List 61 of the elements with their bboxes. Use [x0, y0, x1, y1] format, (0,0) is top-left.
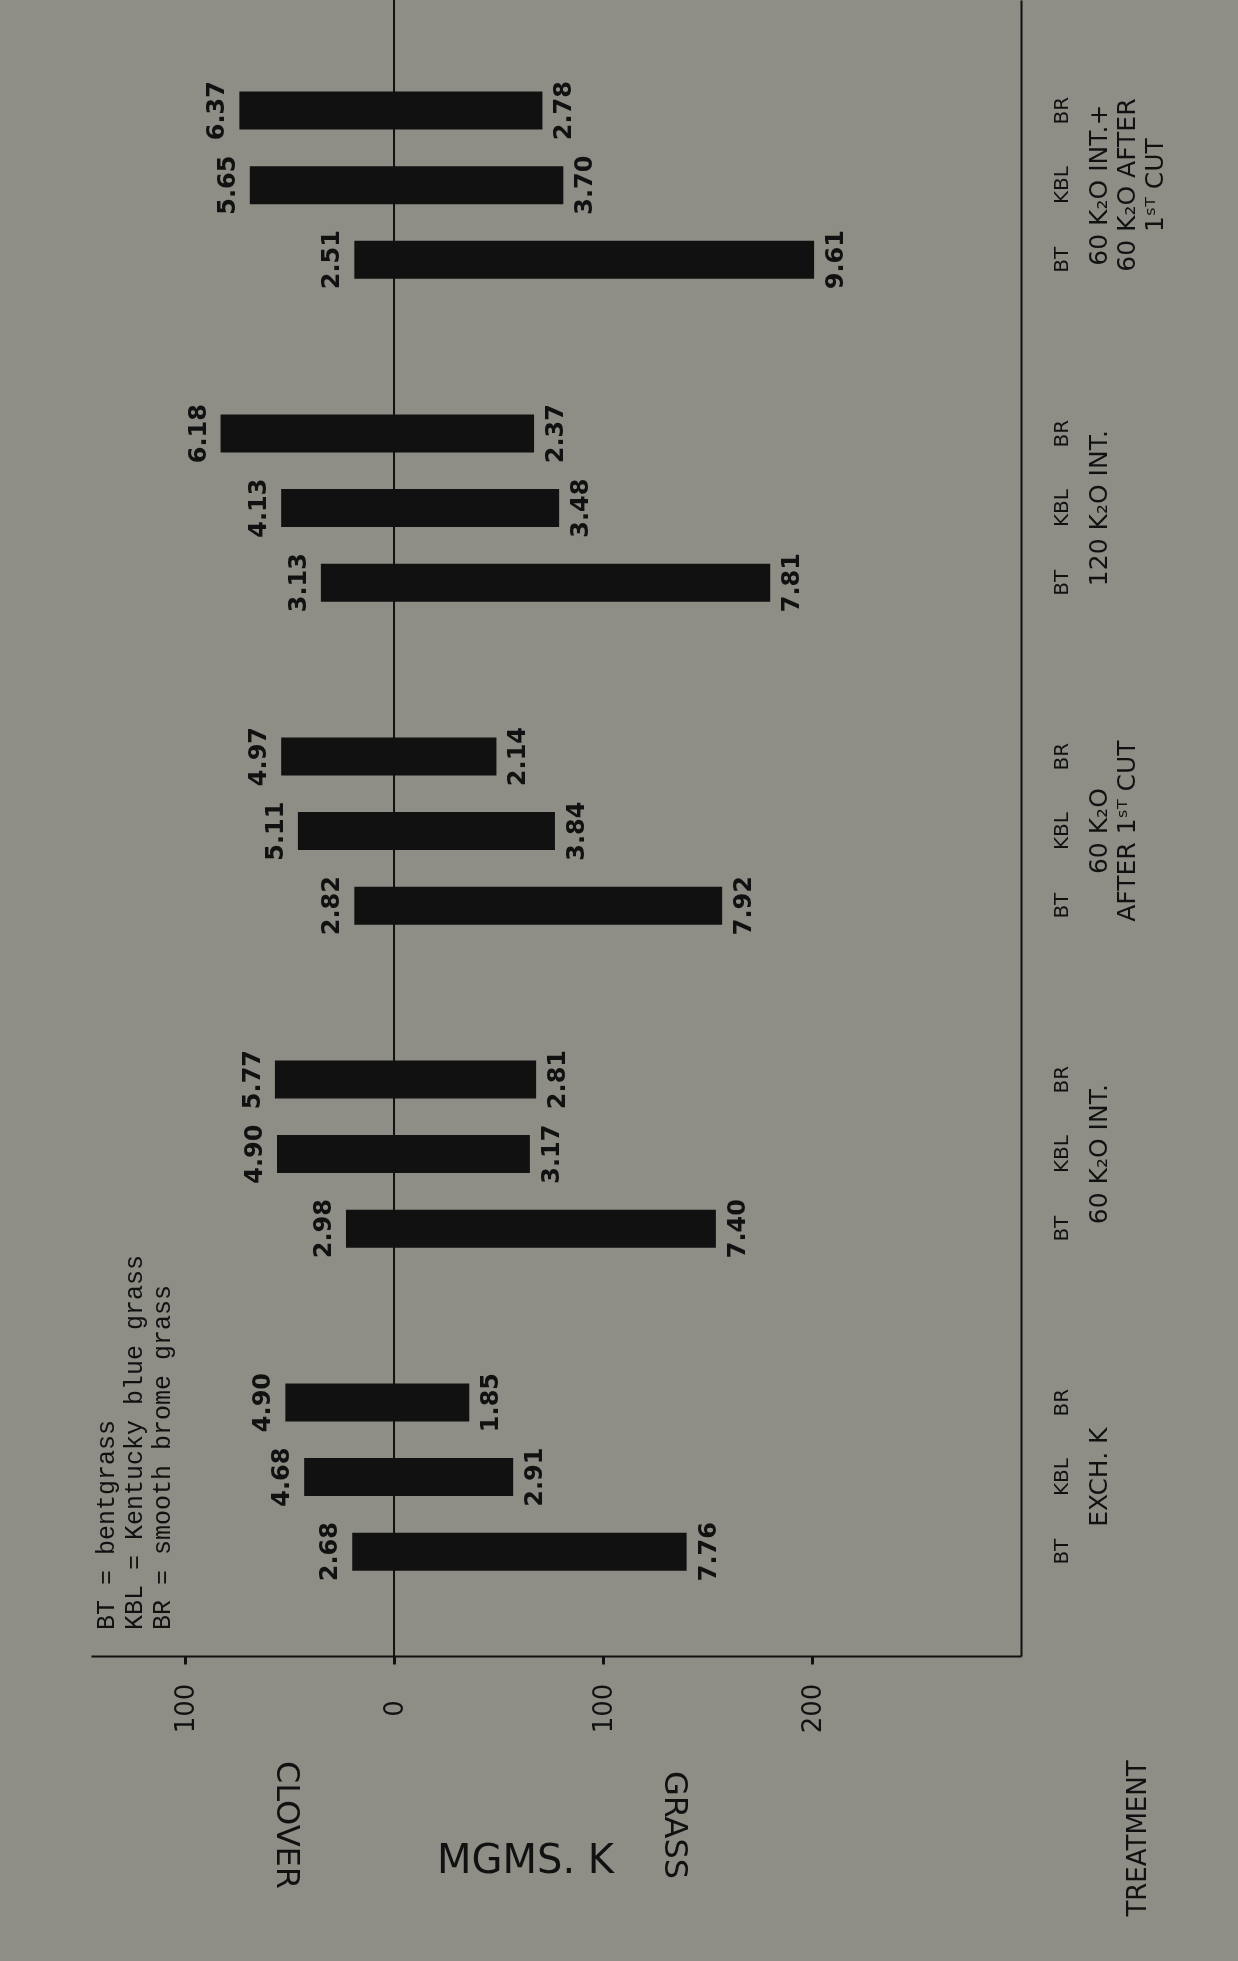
annotation: 4.90: [240, 1124, 268, 1184]
y-tick-label: BT: [1049, 1214, 1073, 1242]
x-tick-label: 200: [796, 1683, 827, 1734]
annotation: 3.13: [283, 553, 312, 613]
y-tick-label: BR: [1049, 96, 1073, 125]
annotation: 5.77: [237, 1049, 266, 1110]
annotation: 3.48: [566, 478, 595, 538]
annotation: 4.13: [244, 478, 273, 538]
annotation: 4.97: [244, 726, 273, 787]
annotation: 2.68: [315, 1522, 344, 1582]
annotation: 6.18: [183, 403, 212, 464]
annotation: 3.84: [561, 801, 590, 861]
annotation: BT = bentgrass: [93, 1419, 122, 1630]
y-tick-label: BR: [1049, 1065, 1073, 1094]
x-tick-label: 100: [587, 1683, 618, 1734]
y-tick-label: KBL: [1049, 1134, 1073, 1174]
y-tick-label: KBL: [1049, 165, 1073, 205]
y-tick-label: KBL: [1049, 1457, 1073, 1497]
annotation: 2.98: [308, 1199, 337, 1259]
annotation: 2.78: [549, 80, 578, 141]
annotation: 2.82: [317, 876, 346, 936]
text: 60 K₂O INT.: [1084, 1084, 1113, 1225]
annotation: 7.81: [777, 553, 806, 613]
text: EXCH. K: [1084, 1426, 1113, 1527]
y-tick-label: BT: [1049, 568, 1073, 596]
annotation: 7.40: [722, 1199, 751, 1259]
annotation: 7.92: [729, 876, 758, 936]
annotation: 2.91: [520, 1447, 549, 1507]
annotation: 4.68: [267, 1447, 296, 1507]
annotation: 2.51: [317, 230, 346, 290]
text: GRASS: [657, 1770, 695, 1880]
annotation: 3.70: [570, 155, 599, 215]
annotation: 1.85: [476, 1372, 505, 1433]
y-tick-label: BT: [1049, 891, 1073, 919]
y-axis-title: TREATMENT: [1121, 1760, 1152, 1918]
x-tick-label: 0: [378, 1700, 409, 1717]
text: 60 K₂O INT.+ 60 K₂O AFTER 1ˢᵀ CUT: [1084, 98, 1169, 272]
annotation: KBL = Kentucky blue grass: [121, 1254, 150, 1630]
annotation: 2.14: [503, 726, 532, 787]
annotation: 7.76: [693, 1522, 722, 1582]
annotation: 2.37: [541, 403, 570, 464]
y-tick-label: BR: [1049, 1388, 1073, 1417]
annotation: 2.81: [543, 1049, 572, 1110]
y-tick-label: BR: [1049, 742, 1073, 771]
x-axis-title: MGMS. K: [436, 1835, 616, 1882]
text: 120 K₂O INT.: [1084, 430, 1113, 587]
x-tick-label: 100: [169, 1683, 200, 1734]
y-tick-label: BT: [1049, 1537, 1073, 1565]
annotation: BR = smooth brome grass: [149, 1284, 178, 1630]
annotation: 5.11: [260, 801, 289, 861]
y-tick-label: KBL: [1049, 488, 1073, 528]
y-tick-label: KBL: [1049, 811, 1073, 851]
y-tick-label: BR: [1049, 419, 1073, 448]
annotation: 6.37: [202, 80, 231, 141]
annotation: 4.90: [248, 1372, 277, 1433]
text: CLOVER: [269, 1761, 307, 1889]
annotation: 9.61: [821, 230, 850, 290]
annotation: 5.65: [212, 155, 241, 215]
text: 60 K₂O AFTER 1ˢᵀ CUT: [1084, 739, 1141, 922]
annotation: 3.17: [536, 1124, 565, 1184]
y-tick-label: BT: [1049, 245, 1073, 273]
